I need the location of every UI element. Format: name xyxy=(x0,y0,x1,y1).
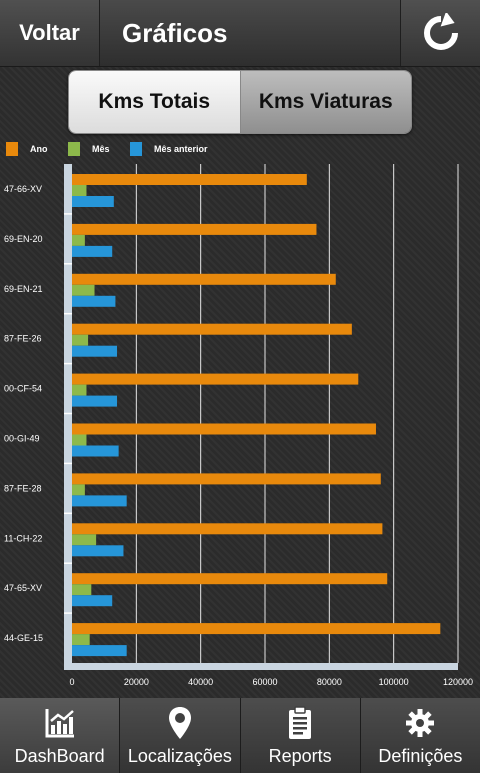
bottom-tab-bar: DashBoard Localizações Reports xyxy=(0,698,480,773)
bar-ano xyxy=(72,523,383,535)
segment-kms-viaturas[interactable]: Kms Viaturas xyxy=(240,71,411,133)
bar-m-s xyxy=(72,434,87,446)
bar-m-s-anterior xyxy=(72,545,124,557)
bar-m-s-anterior xyxy=(72,345,118,357)
chart-type-segmented-control: Kms Totais Kms Viaturas xyxy=(68,70,412,134)
category-label: 69-EN-20 xyxy=(4,234,43,244)
chart-legend: Ano Mês Mês anterior xyxy=(0,142,480,160)
bar-ano xyxy=(72,174,307,185)
tab-localizacoes[interactable]: Localizações xyxy=(120,698,241,773)
gear-icon xyxy=(406,709,435,737)
bar-m-s-anterior xyxy=(72,595,113,607)
category-label: 69-EN-21 xyxy=(4,284,43,294)
bar-m-s xyxy=(72,284,95,296)
category-label: 87-FE-26 xyxy=(4,334,42,344)
bar-m-s xyxy=(72,484,85,496)
bar-m-s-anterior xyxy=(72,295,116,307)
bar-m-s-anterior xyxy=(72,196,114,207)
page-title: Gráficos xyxy=(122,18,228,48)
clipboard-icon xyxy=(289,706,312,739)
tab-reports-label: Reports xyxy=(268,746,332,766)
tab-dashboard[interactable]: DashBoard xyxy=(0,698,121,773)
refresh-button[interactable] xyxy=(400,0,480,66)
category-label: 47-66-XV xyxy=(4,184,42,194)
bar-ano xyxy=(72,373,359,385)
bar-m-s xyxy=(72,234,85,246)
legend-item-ano: Ano xyxy=(6,142,48,156)
bar-m-s xyxy=(72,334,89,346)
bar-ano xyxy=(72,623,441,635)
tab-reports[interactable]: Reports xyxy=(240,698,361,773)
bar-m-s xyxy=(72,185,87,196)
x-tick-label: 40000 xyxy=(188,677,213,687)
chart-icon xyxy=(45,709,74,738)
x-axis-strip xyxy=(64,663,458,670)
bar-ano xyxy=(72,423,376,435)
segment-kms-totais[interactable]: Kms Totais xyxy=(69,71,241,133)
legend-swatch-mes xyxy=(68,142,80,156)
legend-label-mes-anterior: Mês anterior xyxy=(154,144,208,154)
bar-chart: 47-66-XV 69-EN-20 69-EN-21 87-FE-26 00-CF-54… xyxy=(4,164,473,687)
bar-m-s-anterior xyxy=(72,495,127,507)
tab-definicoes[interactable]: Definições xyxy=(360,698,480,773)
bar-m-s xyxy=(72,584,92,596)
header-bar: Voltar Gráficos xyxy=(0,0,480,67)
bar-m-s-anterior xyxy=(72,395,118,407)
legend-swatch-ano xyxy=(6,142,18,156)
bar-ano xyxy=(72,473,381,485)
legend-swatch-mes-anterior xyxy=(130,142,142,156)
location-pin-icon xyxy=(168,707,191,739)
category-label: 87-FE-28 xyxy=(4,483,42,493)
tab-localizacoes-label: Localizações xyxy=(127,746,232,766)
legend-label-mes: Mês xyxy=(92,144,110,154)
tab-dashboard-label: DashBoard xyxy=(14,746,105,766)
bar-m-s xyxy=(72,534,97,546)
x-tick-label: 20000 xyxy=(124,677,149,687)
category-label: 44-GE-15 xyxy=(4,633,43,643)
category-label: 47-65-XV xyxy=(4,583,42,593)
back-button[interactable]: Voltar xyxy=(0,0,100,66)
legend-label-ano: Ano xyxy=(30,144,48,154)
bar-m-s xyxy=(72,384,87,396)
x-tick-label: 100000 xyxy=(379,677,409,687)
bar-ano xyxy=(72,223,317,235)
legend-item-mes: Mês xyxy=(68,142,110,156)
x-tick-label: 120000 xyxy=(443,677,473,687)
bar-m-s xyxy=(72,634,90,646)
bar-m-s-anterior xyxy=(72,245,113,257)
x-tick-label: 0 xyxy=(69,677,74,687)
bar-ano xyxy=(72,273,336,285)
tab-definicoes-label: Definições xyxy=(378,746,463,766)
bar-ano xyxy=(72,323,352,335)
bar-m-s-anterior xyxy=(72,645,127,657)
x-tick-label: 60000 xyxy=(252,677,277,687)
bar-ano xyxy=(72,573,388,585)
x-tick-label: 80000 xyxy=(317,677,342,687)
category-label: 11-CH-22 xyxy=(4,533,42,543)
category-label: 00-GI-49 xyxy=(4,434,40,444)
category-label: 00-CF-54 xyxy=(4,384,42,394)
refresh-icon xyxy=(423,13,458,50)
bar-m-s-anterior xyxy=(72,445,119,457)
legend-item-mes-anterior: Mês anterior xyxy=(130,142,208,156)
